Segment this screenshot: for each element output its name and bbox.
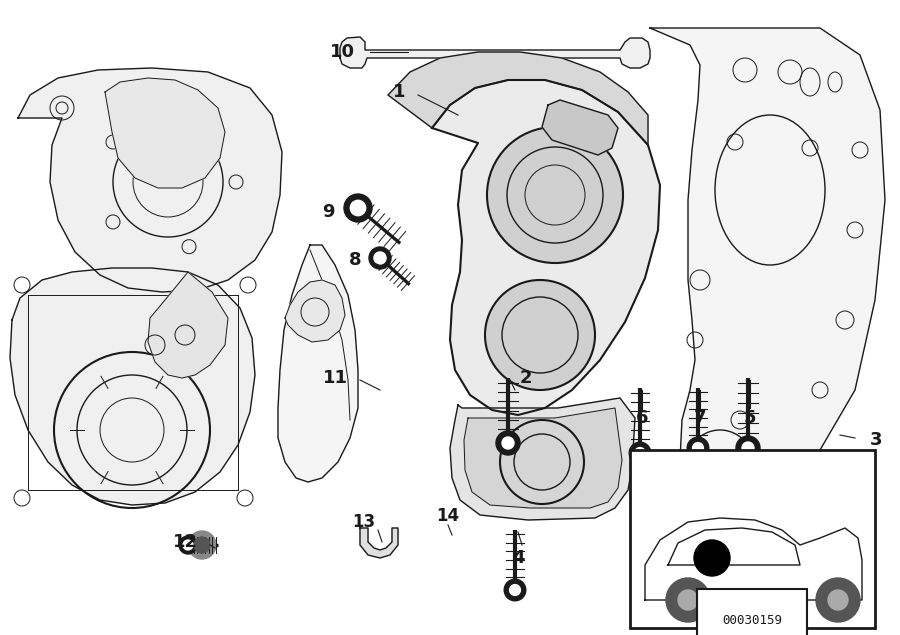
- Circle shape: [678, 590, 698, 610]
- Circle shape: [496, 431, 520, 455]
- Circle shape: [694, 540, 730, 576]
- Polygon shape: [340, 37, 650, 68]
- Polygon shape: [148, 272, 228, 378]
- Polygon shape: [18, 68, 282, 292]
- Circle shape: [736, 436, 760, 460]
- Circle shape: [828, 590, 848, 610]
- Text: 00030159: 00030159: [722, 613, 782, 627]
- Circle shape: [509, 585, 520, 596]
- Polygon shape: [10, 268, 255, 505]
- Text: 1: 1: [392, 83, 405, 101]
- Circle shape: [634, 448, 645, 458]
- Circle shape: [374, 252, 386, 264]
- Text: 10: 10: [330, 43, 355, 61]
- Circle shape: [742, 442, 754, 454]
- Circle shape: [369, 247, 391, 269]
- Text: 4: 4: [512, 549, 524, 567]
- Polygon shape: [388, 52, 648, 145]
- Circle shape: [693, 443, 704, 453]
- Polygon shape: [432, 80, 660, 415]
- Polygon shape: [464, 408, 622, 508]
- Polygon shape: [105, 78, 225, 188]
- Circle shape: [183, 540, 193, 550]
- Text: 8: 8: [349, 251, 362, 269]
- Text: 3: 3: [870, 431, 883, 449]
- Circle shape: [629, 442, 651, 464]
- Circle shape: [179, 536, 197, 554]
- Circle shape: [485, 280, 595, 390]
- Circle shape: [350, 200, 365, 216]
- Text: 11: 11: [323, 369, 348, 387]
- Text: 13: 13: [352, 513, 375, 531]
- Polygon shape: [278, 245, 358, 482]
- Polygon shape: [285, 280, 345, 342]
- Circle shape: [188, 531, 216, 559]
- Circle shape: [487, 127, 623, 263]
- Circle shape: [344, 194, 372, 222]
- Circle shape: [194, 537, 210, 553]
- Text: 12: 12: [173, 533, 198, 551]
- Circle shape: [816, 578, 860, 622]
- Polygon shape: [360, 528, 398, 558]
- FancyBboxPatch shape: [630, 450, 875, 628]
- Text: 6: 6: [635, 409, 648, 427]
- Polygon shape: [668, 528, 800, 565]
- Text: 2: 2: [520, 369, 533, 387]
- Text: 14: 14: [436, 507, 460, 525]
- Text: 7: 7: [694, 409, 706, 427]
- Text: 5: 5: [743, 409, 756, 427]
- Polygon shape: [650, 28, 885, 515]
- Circle shape: [666, 578, 710, 622]
- Polygon shape: [645, 518, 862, 600]
- Polygon shape: [450, 398, 635, 520]
- Circle shape: [502, 437, 514, 449]
- Circle shape: [504, 579, 526, 601]
- Circle shape: [688, 438, 709, 459]
- Polygon shape: [542, 100, 618, 155]
- Text: 9: 9: [322, 203, 335, 221]
